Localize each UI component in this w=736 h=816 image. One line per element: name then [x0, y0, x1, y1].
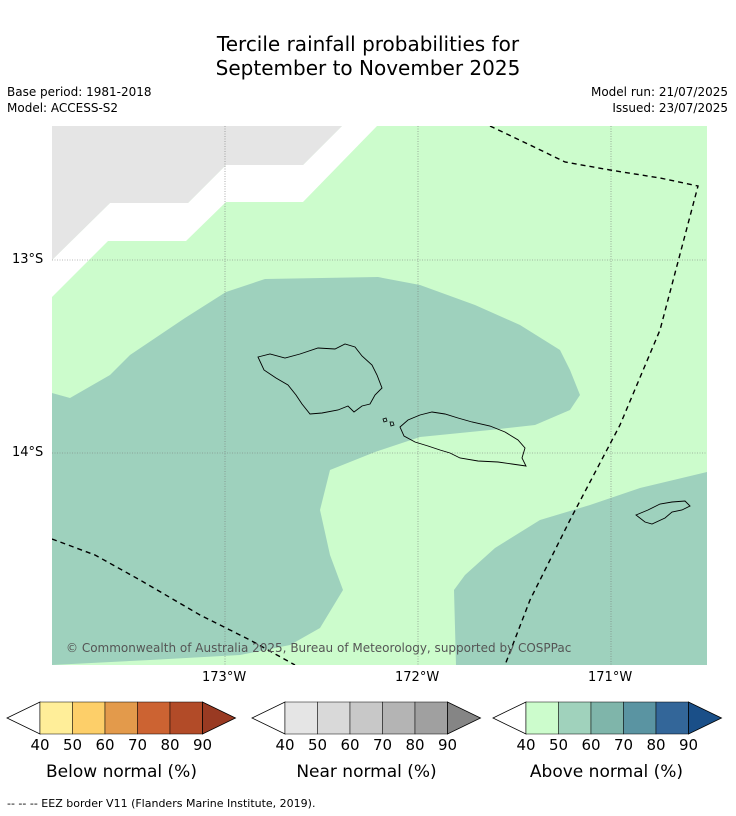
colorbar-below-tick-label: 80 — [160, 736, 180, 754]
map-title: Tercile rainfall probabilities for Septe… — [0, 32, 736, 80]
title-line-2: September to November 2025 — [215, 56, 521, 80]
colorbar-above-tick-label: 90 — [678, 736, 699, 754]
colorbar-above-segment — [590, 701, 624, 735]
colorbar-near-tick-label: 80 — [405, 736, 425, 754]
colorbar-below-tick-label: 60 — [95, 736, 115, 754]
colorbar-below-tick-label: 40 — [30, 736, 50, 754]
colorbar-near-tick-label: 70 — [372, 736, 393, 754]
colorbar-above-over-arrow — [688, 701, 723, 735]
colorbar-near-over-arrow — [447, 701, 482, 735]
colorbar-below-over-arrow — [202, 701, 237, 735]
lon-tick-172w: 172°W — [395, 670, 440, 685]
lat-tick-13s: 13°S — [12, 252, 44, 267]
model-name: Model: ACCESS-S2 — [7, 101, 119, 115]
colorbar-above-tick-label: 70 — [613, 736, 634, 754]
colorbar-near-segment — [382, 701, 416, 735]
colorbar-below-tick-label: 50 — [62, 736, 83, 754]
lon-tick-171w: 171°W — [588, 670, 633, 685]
colorbar-near-tick-label: 40 — [275, 736, 295, 754]
colorbar-below-tick-label: 90 — [192, 736, 213, 754]
issued-date: Issued: 23/07/2025 — [612, 101, 728, 115]
near-normal-40-50-area — [52, 126, 342, 260]
colorbar-near-segment — [317, 701, 351, 735]
meta-right: Model run: 21/07/2025 Issued: 23/07/2025 — [591, 84, 728, 116]
colorbar-below-tick-label: 70 — [127, 736, 148, 754]
apolima-islet — [389, 421, 395, 427]
eez-border — [52, 126, 699, 665]
savaii-island — [257, 343, 383, 415]
colorbars — [6, 701, 723, 735]
tutuila-island — [635, 500, 691, 525]
colorbar-below-segment — [169, 701, 203, 735]
colorbar-above-segment — [525, 701, 559, 735]
colorbar-above-segment — [623, 701, 657, 735]
colorbar-below-under-arrow — [6, 701, 41, 735]
above-normal-50-60-area-east — [454, 472, 707, 665]
lon-tick-173w: 173°W — [202, 670, 247, 685]
colorbar-above-tick-label: 40 — [516, 736, 536, 754]
manono-islet — [382, 417, 388, 423]
colorbar-above-tick-label: 80 — [646, 736, 666, 754]
colorbar-above-under-arrow — [492, 701, 527, 735]
lat-tick-14s: 14°S — [12, 445, 44, 460]
colorbar-near-tick-label: 90 — [437, 736, 458, 754]
colorbar-label-below: Below normal (%) — [46, 762, 197, 782]
above-normal-50-60-area-west — [52, 277, 580, 665]
colorbar-above-segment — [655, 701, 689, 735]
copyright-notice: © Commonwealth of Australia 2025, Bureau… — [66, 641, 572, 655]
model-run: Model run: 21/07/2025 — [590, 85, 728, 99]
colorbar-above-tick-label: 60 — [581, 736, 601, 754]
meta-left: Base period: 1981-2018 Model: ACCESS-S2 — [7, 84, 152, 116]
colorbar-above-segment — [558, 701, 592, 735]
upolu-island — [399, 411, 527, 467]
colorbar-below-segment — [72, 701, 106, 735]
colorbar-label-near: Near normal (%) — [296, 762, 437, 782]
eez-footer-note: -- -- -- EEZ border V11 (Flanders Marine… — [7, 797, 316, 810]
no-signal-band — [52, 126, 377, 297]
colorbar-above-tick-label: 50 — [548, 736, 569, 754]
graticule — [52, 126, 707, 665]
colorbar-below-segment — [39, 701, 73, 735]
title-line-1: Tercile rainfall probabilities for — [216, 32, 520, 56]
colorbar-near-under-arrow — [251, 701, 286, 735]
colorbar-near-tick-label: 60 — [340, 736, 360, 754]
colorbar-below-segment — [137, 701, 171, 735]
colorbar-near-segment — [284, 701, 318, 735]
colorbar-label-above: Above normal (%) — [529, 762, 684, 782]
colorbar-near-segment — [414, 701, 448, 735]
colorbar-near-tick-label: 50 — [307, 736, 328, 754]
colorbar-below-segment — [104, 701, 138, 735]
base-period: Base period: 1981-2018 — [7, 85, 152, 99]
colorbar-near-segment — [349, 701, 383, 735]
